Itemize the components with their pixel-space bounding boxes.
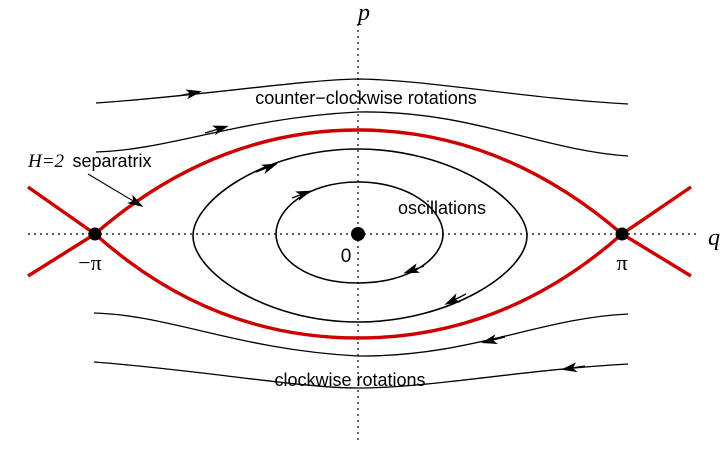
zero-label: 0 xyxy=(341,246,352,267)
separatrix-word-label: separatrix xyxy=(73,151,152,171)
oscillation-orbit-outer xyxy=(192,148,528,323)
bottom-rotation-curve-outer xyxy=(93,361,629,389)
arrow-bottom-outer xyxy=(561,362,586,373)
minus-pi-label: −π xyxy=(78,250,102,275)
arrow-osc-outer-bottom xyxy=(444,293,467,305)
separatrix-energy-label: H=2 xyxy=(27,151,65,172)
arrow-osc-inner-bottom xyxy=(403,263,425,274)
separatrix-label: H=2 separatrix xyxy=(27,151,152,172)
arrow-osc-outer-top xyxy=(255,163,278,175)
arrow-top-inner xyxy=(204,125,229,136)
separatrix-upper xyxy=(93,128,624,236)
separatrix-left-tail-down xyxy=(27,232,96,278)
top-rotation-curve-inner xyxy=(95,111,629,157)
arrow-top-outer xyxy=(177,89,202,100)
bottom-region-label: clockwise rotations xyxy=(274,370,425,390)
center-region-label: oscillations xyxy=(398,198,486,218)
arrow-bottom-inner xyxy=(481,334,506,344)
separatrix-left-tail-up xyxy=(27,185,96,236)
q-axis-label: q xyxy=(708,225,720,251)
fixed-point-right xyxy=(615,227,629,241)
top-region-label: counter−clockwise rotations xyxy=(255,88,477,108)
separatrix-lower xyxy=(93,232,624,340)
separatrix-pointer-arrow xyxy=(87,173,144,208)
separatrix-right-tail-down xyxy=(621,232,692,278)
arrow-osc-inner-top xyxy=(291,190,312,201)
fixed-point-left xyxy=(88,227,102,241)
bottom-rotation-curve-inner xyxy=(93,312,629,357)
separatrix-right-tail-up xyxy=(621,185,692,236)
p-axis-label: p xyxy=(356,0,370,26)
pi-label: π xyxy=(616,250,627,275)
fixed-point-center xyxy=(351,227,365,241)
oscillation-orbit-inner xyxy=(275,181,444,284)
